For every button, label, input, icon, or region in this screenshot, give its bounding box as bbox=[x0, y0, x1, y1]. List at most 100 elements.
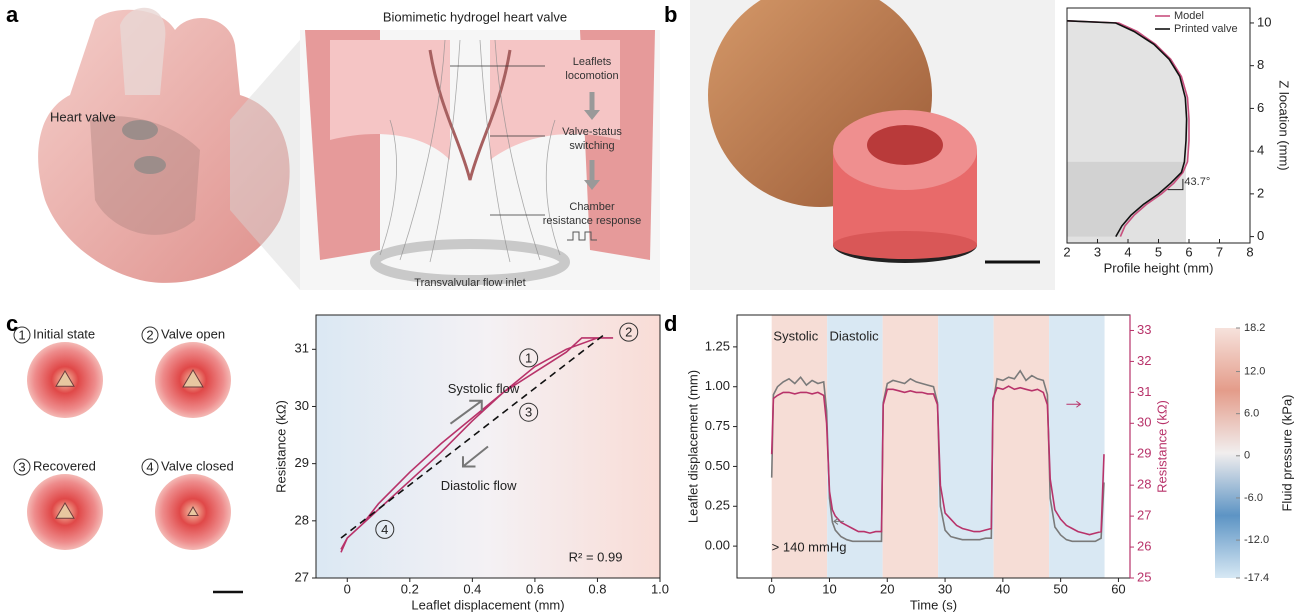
y-tick-label: 1.25 bbox=[705, 338, 730, 353]
x-tick-label: 0.6 bbox=[526, 581, 544, 596]
state-marker-label: 2 bbox=[625, 325, 632, 340]
y-tick-label: 8 bbox=[1257, 57, 1264, 72]
x-tick-label: 40 bbox=[996, 581, 1010, 596]
y-tick-label: 4 bbox=[1257, 143, 1264, 158]
y-axis-label: Resistance (kΩ) bbox=[273, 400, 288, 493]
valve-state-images: 1 Initial state 2 Valve open 3 Recovered 4 Valv… bbox=[14, 326, 234, 550]
x-tick-label: 0.8 bbox=[588, 581, 606, 596]
y2-tick-label: 29 bbox=[1137, 446, 1151, 461]
y-tick-label: 29 bbox=[295, 455, 309, 470]
colorbar-tick-label: 12.0 bbox=[1244, 365, 1265, 377]
y-tick-label: 27 bbox=[295, 569, 309, 584]
x-axis-label: Profile height (mm) bbox=[1104, 260, 1214, 275]
illustration-title: Biomimetic hydrogel heart valve bbox=[383, 9, 567, 24]
state-marker-label: 1 bbox=[525, 350, 532, 365]
x-tick-label: 4 bbox=[1124, 244, 1131, 259]
state-marker-label: 3 bbox=[525, 405, 532, 420]
y2-tick-label: 25 bbox=[1137, 569, 1151, 584]
colorbar-tick-label: 6.0 bbox=[1244, 408, 1259, 420]
panel-label: b bbox=[664, 2, 677, 27]
state-number: 4 bbox=[146, 459, 153, 474]
y-tick-label: 6 bbox=[1257, 100, 1264, 115]
x-axis-label: Time (s) bbox=[910, 597, 957, 612]
annotation: R² = 0.99 bbox=[569, 549, 623, 564]
state-number: 3 bbox=[18, 459, 25, 474]
x-tick-label: 8 bbox=[1246, 244, 1253, 259]
x-tick-label: 5 bbox=[1155, 244, 1162, 259]
callout: Leaflets bbox=[573, 56, 612, 68]
callout: locomotion bbox=[565, 70, 618, 82]
y2-tick-label: 27 bbox=[1137, 508, 1151, 523]
x-tick-label: 7 bbox=[1216, 244, 1223, 259]
state-label: Valve closed bbox=[161, 458, 234, 473]
y2-tick-label: 26 bbox=[1137, 538, 1151, 553]
panel-label: a bbox=[6, 2, 19, 27]
y-tick-label: 30 bbox=[295, 398, 309, 413]
colorbar-label: Fluid pressure (kPa) bbox=[1279, 394, 1294, 511]
callout: Chamber bbox=[569, 201, 615, 213]
annotation: Diastolic bbox=[829, 328, 879, 343]
state-label: Recovered bbox=[33, 458, 96, 473]
phase-band bbox=[994, 315, 1049, 578]
x-tick-label: 60 bbox=[1111, 581, 1125, 596]
colorbar-tick-label: -6.0 bbox=[1244, 492, 1263, 504]
valve-photo bbox=[690, 0, 1055, 290]
y2-tick-label: 33 bbox=[1137, 322, 1151, 337]
y2-tick-label: 32 bbox=[1137, 353, 1151, 368]
phase-band bbox=[883, 315, 938, 578]
x-tick-label: 20 bbox=[880, 581, 894, 596]
y-axis-label: Leaflet displacement (mm) bbox=[685, 370, 700, 523]
lower-shade bbox=[1067, 162, 1186, 243]
y-tick-label: 0.00 bbox=[705, 538, 730, 553]
state-marker-label: 4 bbox=[381, 522, 388, 537]
annotation: 43.7° bbox=[1184, 176, 1210, 188]
y2-tick-label: 28 bbox=[1137, 477, 1151, 492]
y-tick-label: 10 bbox=[1257, 14, 1271, 29]
x-tick-label: 1.0 bbox=[651, 581, 669, 596]
state-label: Valve open bbox=[161, 326, 225, 341]
y-tick-label: 31 bbox=[295, 341, 309, 356]
x-tick-label: 30 bbox=[938, 581, 952, 596]
y2-axis-label: Resistance (kΩ) bbox=[1154, 400, 1169, 493]
figure: 1 Initial state 2 Valve open 3 Recovered 4 Valv… bbox=[0, 0, 1298, 615]
annotation: Systolic bbox=[773, 328, 818, 343]
callout: Transvalvular flow inlet bbox=[414, 277, 525, 289]
x-tick-label: 0 bbox=[768, 581, 775, 596]
x-tick-label: 2 bbox=[1063, 244, 1070, 259]
panel-label: c bbox=[6, 311, 18, 336]
annotation: Diastolic flow bbox=[441, 478, 517, 493]
state-label: Initial state bbox=[33, 326, 95, 341]
heart-illustration bbox=[38, 8, 300, 290]
state-number: 2 bbox=[146, 327, 153, 342]
colorbar-tick-label: -17.4 bbox=[1244, 572, 1269, 584]
x-tick-label: 3 bbox=[1094, 244, 1101, 259]
phase-band bbox=[1049, 315, 1104, 578]
colorbar-tick-label: 18.2 bbox=[1244, 322, 1265, 334]
state-number: 1 bbox=[18, 327, 25, 342]
callout: switching bbox=[569, 140, 614, 152]
colorbar-tick-label: -12.0 bbox=[1244, 534, 1269, 546]
legend-label: Printed valve bbox=[1174, 23, 1238, 35]
y-tick-label: 2 bbox=[1257, 185, 1264, 200]
y-tick-label: 28 bbox=[295, 512, 309, 527]
annotation: Systolic flow bbox=[448, 381, 520, 396]
annotation: > 140 mmHg bbox=[772, 539, 847, 554]
y-tick-label: 0 bbox=[1257, 228, 1264, 243]
y-tick-label: 0.75 bbox=[705, 418, 730, 433]
y2-tick-label: 31 bbox=[1137, 384, 1151, 399]
y-tick-label: 1.00 bbox=[705, 378, 730, 393]
x-axis-label: Leaflet displacement (mm) bbox=[411, 597, 564, 612]
panel-label: d bbox=[664, 311, 677, 336]
y-axis-label: Z location (mm) bbox=[1277, 80, 1292, 170]
x-tick-label: 10 bbox=[822, 581, 836, 596]
legend-label: Model bbox=[1174, 10, 1204, 22]
y2-tick-label: 30 bbox=[1137, 415, 1151, 430]
callout: resistance response bbox=[543, 215, 641, 227]
x-tick-label: 0 bbox=[344, 581, 351, 596]
callout: Valve-status bbox=[562, 126, 622, 138]
x-tick-label: 6 bbox=[1185, 244, 1192, 259]
x-tick-label: 0.2 bbox=[401, 581, 419, 596]
y-tick-label: 0.50 bbox=[705, 458, 730, 473]
y-tick-label: 0.25 bbox=[705, 498, 730, 513]
x-tick-label: 50 bbox=[1053, 581, 1067, 596]
